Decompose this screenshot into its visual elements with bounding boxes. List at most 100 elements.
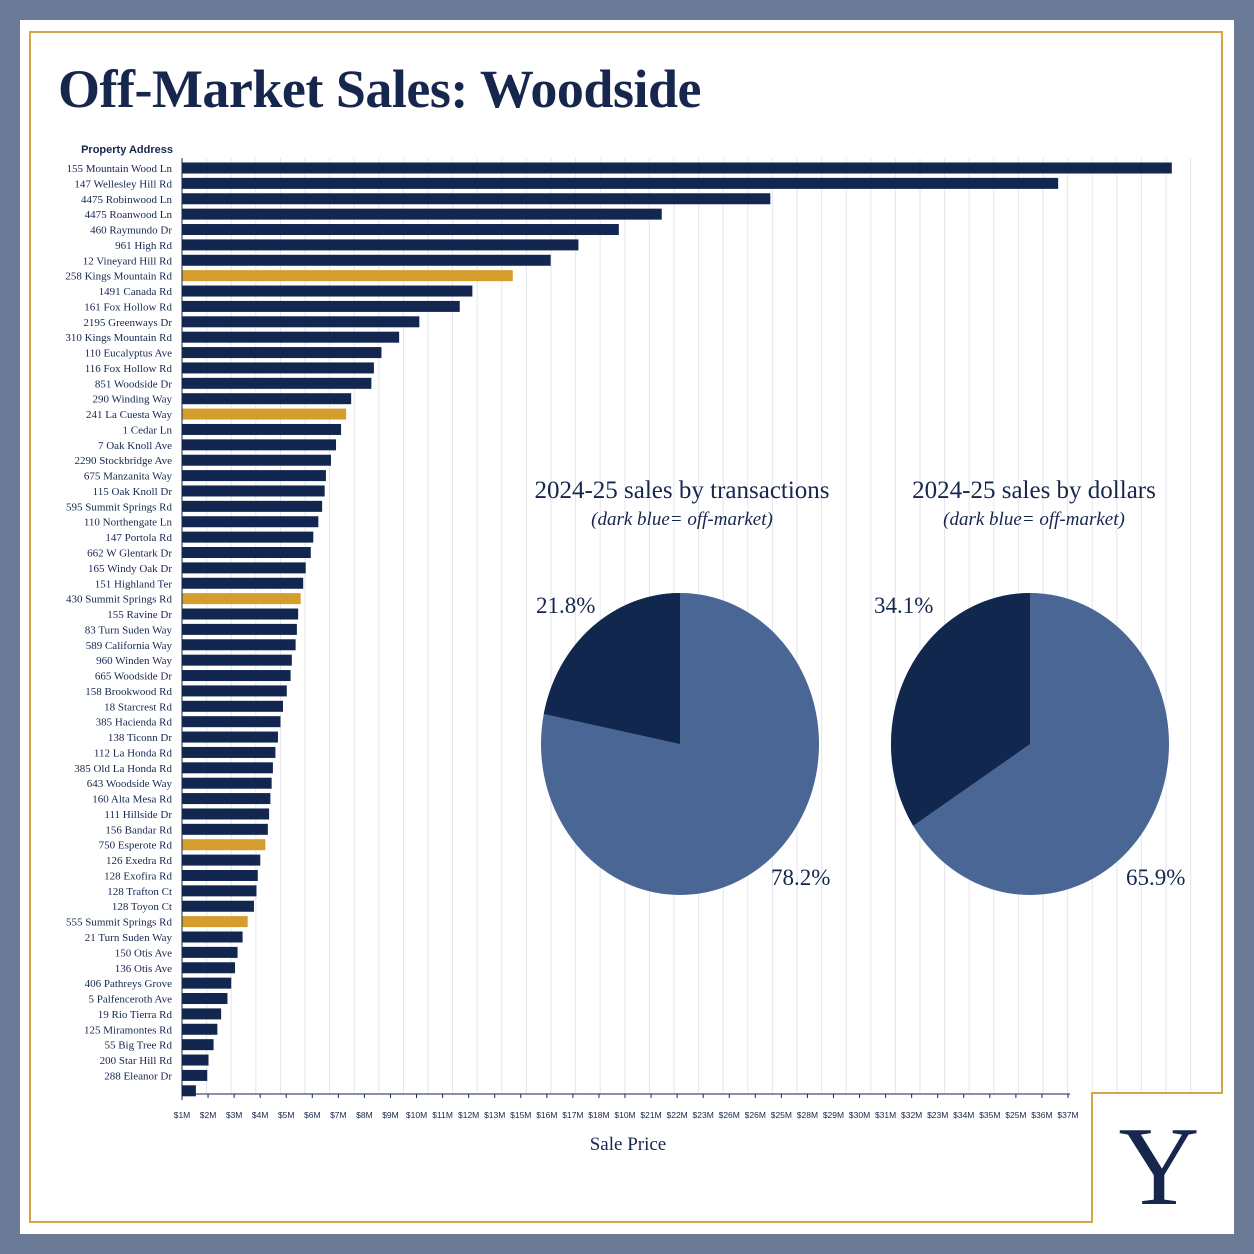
bar	[182, 746, 276, 758]
bar	[182, 577, 304, 589]
bar-category-label: 2290 Stockbridge Ave	[74, 455, 172, 467]
x-tick-label: $34M	[953, 1110, 974, 1120]
bar-category-label: 112 La Honda Rd	[94, 747, 173, 759]
bar	[182, 716, 281, 728]
x-tick-label: $3M	[226, 1110, 243, 1120]
bar	[182, 516, 319, 528]
bar	[182, 1023, 218, 1035]
bar	[182, 208, 662, 220]
bar-category-label: 430 Summit Springs Rd	[66, 594, 173, 606]
bar	[182, 1008, 222, 1020]
bar-category-label: 290 Winding Way	[92, 394, 172, 406]
bar-category-label: 1 Cedar Ln	[123, 424, 173, 436]
bar-category-label: 1491 Canada Rd	[99, 286, 173, 298]
bar	[182, 470, 326, 482]
x-tick-label: $36M	[1031, 1110, 1052, 1120]
bar-category-label: 161 Fox Hollow Rd	[84, 301, 172, 313]
bar	[182, 500, 323, 512]
bar-category-label: 851 Woodside Dr	[95, 378, 172, 390]
x-tick-label: $21M	[640, 1110, 661, 1120]
x-tick-label: $25M	[771, 1110, 792, 1120]
bar	[182, 1039, 214, 1051]
bar-category-label: 241 La Cuesta Way	[86, 409, 172, 421]
x-tick-label: $31M	[875, 1110, 896, 1120]
bar-category-label: 128 Trafton Ct	[107, 886, 172, 898]
bar	[182, 731, 278, 743]
bar	[182, 362, 374, 374]
pie-dollars-offmarket-label: 34.1%	[874, 593, 934, 618]
x-tick-label: $16M	[536, 1110, 557, 1120]
x-tick-label: $9M	[382, 1110, 399, 1120]
bar	[182, 654, 292, 666]
bar	[182, 1054, 209, 1066]
bar-category-label: 961 High Rd	[115, 240, 172, 252]
pie-transactions-onmarket-label: 78.2%	[771, 865, 831, 890]
bar-category-label: 310 Kings Mountain Rd	[65, 332, 172, 344]
bar-category-label: 110 Northengate Ln	[84, 517, 173, 529]
pie-transactions-title-block: 2024-25 sales by transactions (dark blue…	[522, 476, 842, 534]
bar	[182, 885, 257, 897]
bar-category-label: 2195 Greenways Dr	[83, 317, 172, 329]
bar	[182, 900, 254, 912]
bar	[182, 547, 311, 558]
bar-category-label: 147 Portola Rd	[105, 532, 172, 544]
bar-category-label: 165 Windy Oak Dr	[88, 563, 172, 575]
bar	[182, 977, 232, 989]
bar	[182, 946, 238, 958]
bar-category-label: 555 Summit Springs Rd	[66, 917, 173, 929]
x-tick-label: $32M	[901, 1110, 922, 1120]
bar-category-label: 7 Oak Knoll Ave	[98, 440, 172, 452]
bar-category-label: 115 Oak Knoll Dr	[93, 486, 173, 498]
x-tick-label: $5M	[278, 1110, 295, 1120]
bar	[182, 331, 400, 343]
bar	[182, 454, 331, 466]
logo-letter: Y	[1119, 1105, 1200, 1214]
x-tick-label: $22M	[666, 1110, 687, 1120]
bar	[182, 623, 297, 635]
bar	[182, 224, 619, 236]
bar	[182, 793, 271, 805]
bar	[182, 777, 272, 789]
bar-category-label: 128 Toyon Ct	[112, 901, 172, 913]
bar-category-label: 21 Turn Suden Way	[85, 932, 173, 944]
pie-dollars-title: 2024-25 sales by dollars	[912, 477, 1156, 504]
bar-category-label: 662 W Glentark Dr	[87, 548, 172, 560]
bar-category-label: 156 Bandar Rd	[105, 824, 172, 836]
bar-category-label: 155 Ravine Dr	[107, 609, 172, 621]
bar	[182, 270, 513, 282]
x-tick-label: $6M	[304, 1110, 321, 1120]
bar	[182, 162, 1172, 174]
bar	[182, 700, 283, 712]
bar	[182, 670, 291, 682]
bar	[182, 393, 352, 405]
bar-category-label: 960 Winden Way	[96, 655, 172, 667]
bar-category-label: 385 Old La Honda Rd	[74, 763, 172, 775]
bar-category-label: 385 Hacienda Rd	[96, 717, 173, 729]
bar-category-label: 258 Kings Mountain Rd	[65, 271, 172, 283]
logo-box: Y	[1091, 1092, 1223, 1223]
bar	[182, 808, 270, 820]
bar	[182, 762, 273, 774]
logo-y-icon: Y	[1119, 1105, 1200, 1214]
x-tick-label: $23M	[927, 1110, 948, 1120]
x-tick-label: $8M	[356, 1110, 373, 1120]
x-tick-label: $15M	[510, 1110, 531, 1120]
pie-dollars-subtitle: (dark blue= off-market)	[943, 509, 1125, 530]
pie-transactions-slice-offmarket	[543, 593, 680, 744]
x-tick-label: $4M	[252, 1110, 269, 1120]
bar-category-label: 665 Woodside Dr	[95, 671, 172, 683]
page-title: Off-Market Sales: Woodside	[58, 59, 701, 119]
bar	[182, 423, 342, 435]
bar-category-label: 5 Palfenceroth Ave	[89, 994, 173, 1006]
pie-dollars-onmarket-label: 65.9%	[1126, 865, 1186, 890]
x-tick-label: $30M	[849, 1110, 870, 1120]
x-tick-label: $7M	[330, 1110, 347, 1120]
x-axis-label: Sale Price	[590, 1134, 667, 1155]
bar-category-label: 83 Turn Suden Way	[85, 624, 173, 636]
bar	[182, 254, 551, 266]
bar	[182, 193, 771, 205]
bar	[182, 285, 473, 297]
bar-category-label: 460 Raymundo Dr	[90, 225, 172, 237]
bar-category-label: 288 Eleanor Dr	[104, 1070, 172, 1082]
bar-category-label: 55 Big Tree Rd	[104, 1040, 172, 1052]
